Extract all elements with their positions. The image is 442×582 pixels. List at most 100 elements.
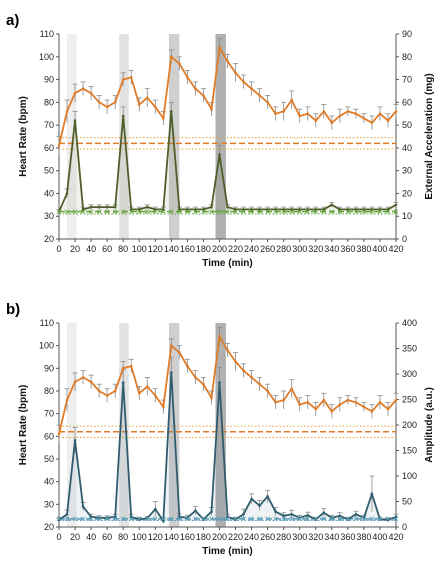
data-point [137, 392, 141, 395]
baseline-marker [160, 209, 166, 214]
data-point [282, 208, 286, 211]
data-point [378, 112, 382, 115]
data-point [154, 394, 157, 397]
baseline-marker [377, 209, 383, 214]
x-tick-label: 400 [372, 244, 387, 254]
data-point [330, 121, 334, 125]
data-point [234, 360, 237, 363]
data-point [121, 381, 125, 385]
data-point [73, 91, 77, 95]
data-point [194, 87, 197, 90]
y2-tick-label: 150 [402, 446, 417, 456]
y-tick-label: 80 [44, 97, 54, 107]
baseline-marker [80, 516, 86, 522]
data-point [121, 114, 125, 118]
y2-tick-label: 80 [402, 52, 412, 62]
data-point [250, 208, 253, 211]
data-point [226, 515, 229, 519]
y-tick-label: 50 [44, 454, 54, 464]
baseline-marker [369, 209, 375, 214]
baseline-marker [136, 516, 142, 522]
data-point [146, 205, 149, 209]
series-line [58, 111, 397, 213]
baseline-marker [201, 209, 206, 214]
shaded-interval [215, 323, 226, 527]
x-tick-label: 240 [244, 244, 259, 254]
data-point [266, 101, 269, 104]
series-area [59, 111, 396, 212]
data-point [218, 381, 221, 385]
data-point [146, 96, 149, 100]
data-point [394, 203, 398, 207]
data-point [81, 505, 85, 508]
baseline-marker [96, 209, 102, 214]
y2-axis-title: Amplitude (a.u.) [424, 387, 435, 463]
data-point [210, 205, 213, 209]
data-point [170, 110, 173, 113]
data-point [218, 153, 221, 156]
data-point [282, 514, 286, 518]
data-point [274, 510, 277, 513]
baseline-marker [369, 516, 375, 522]
y-tick-label: 20 [44, 522, 54, 532]
data-point [162, 519, 165, 523]
data-point [113, 205, 117, 209]
x-tick-label: 380 [356, 244, 371, 254]
data-point [370, 121, 374, 125]
data-point [346, 398, 350, 402]
data-point [242, 369, 245, 372]
data-point [146, 385, 149, 388]
y2-tick-label: 90 [402, 29, 412, 39]
y-tick-label: 40 [44, 188, 54, 198]
baseline-marker [257, 209, 262, 214]
x-tick-label: 40 [86, 532, 96, 542]
baseline-marker [96, 516, 102, 522]
data-point [137, 103, 141, 106]
data-point [322, 110, 326, 113]
data-point [274, 401, 277, 404]
data-point [113, 101, 117, 104]
x-tick-label: 280 [276, 244, 291, 254]
data-point [234, 208, 237, 211]
y-tick-label: 20 [44, 234, 54, 244]
data-point [290, 387, 294, 391]
baseline-marker [104, 516, 110, 522]
baseline-marker [297, 516, 303, 522]
data-point [202, 208, 205, 211]
data-point [330, 203, 334, 207]
y-tick-label: 60 [44, 143, 54, 153]
data-point [73, 439, 77, 442]
x-tick-label: 420 [388, 244, 403, 254]
data-point [121, 78, 125, 81]
baseline-marker [393, 516, 399, 522]
y2-tick-label: 50 [402, 497, 412, 507]
data-point [186, 76, 189, 79]
baseline-marker [112, 209, 118, 214]
y-tick-label: 30 [44, 499, 54, 509]
data-point [170, 371, 173, 374]
data-point [137, 208, 141, 211]
y-tick-label: 70 [44, 409, 54, 419]
x-tick-label: 140 [164, 244, 179, 254]
data-point [73, 119, 77, 122]
x-tick-label: 240 [244, 532, 259, 542]
data-point [194, 376, 197, 379]
data-point [290, 98, 294, 102]
data-point [226, 348, 229, 352]
data-point [362, 208, 366, 211]
baseline-marker [152, 516, 158, 522]
data-point [306, 401, 310, 404]
x-tick-label: 260 [260, 532, 275, 542]
data-point [354, 112, 358, 115]
data-point [258, 504, 261, 507]
y2-tick-label: 50 [402, 120, 412, 130]
data-point [129, 76, 133, 79]
baseline-marker [128, 209, 134, 214]
data-point [362, 405, 366, 409]
y-tick-label: 90 [44, 363, 54, 373]
data-point [370, 492, 374, 496]
data-point [338, 514, 342, 518]
baseline-marker [345, 209, 351, 214]
data-point [314, 208, 318, 211]
x-tick-label: 420 [388, 532, 403, 542]
